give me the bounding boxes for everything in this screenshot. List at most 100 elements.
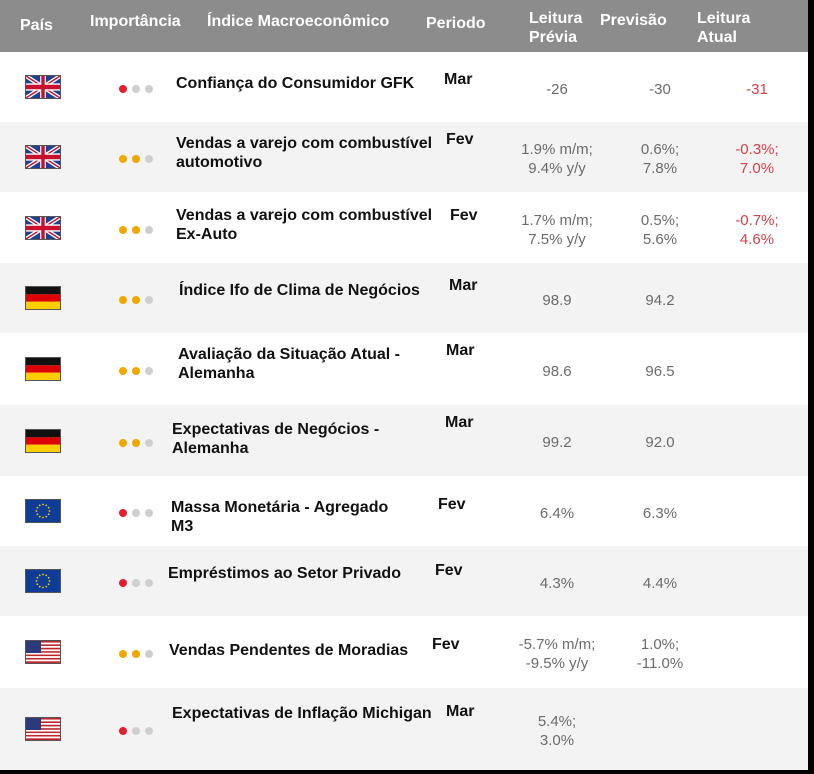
forecast-value-line: 5.6% [642, 230, 678, 248]
importance-dot [119, 579, 127, 587]
actual-value-line: -0.7%; [735, 211, 779, 229]
importance-indicator [119, 85, 153, 93]
previous-value-line: 98.9 [542, 291, 572, 309]
importance-dot [119, 650, 127, 658]
indicator-name-line: Alemanha [172, 440, 249, 457]
forecast-value: 0.5%; 5.6% [600, 211, 720, 249]
previous-value-line: -5.7% m/m; [518, 636, 596, 653]
importance-indicator [119, 650, 153, 658]
importance-dot [119, 85, 127, 93]
actual-value-line: 7.0% [739, 160, 775, 177]
forecast-value: 94.2 [600, 291, 720, 310]
forecast-value-line: 94.2 [645, 291, 675, 309]
indicator-name-line: Alemanha [178, 365, 255, 382]
forecast-value: 96.5 [600, 362, 720, 381]
table-row[interactable]: Empréstimos ao Setor Privado Fev 4.3% 4.4% [0, 546, 808, 616]
importance-indicator [119, 579, 153, 587]
indicator-name-line: Confiança do Consumidor GFK [176, 75, 415, 92]
forecast-value-line: -30 [649, 80, 671, 98]
header-country: País [20, 17, 53, 34]
importance-indicator [119, 155, 153, 163]
period: Fev [432, 636, 460, 653]
indicator-name-line: M3 [171, 518, 194, 535]
previous-value-line: 1.7% m/m; [521, 211, 593, 229]
period: Fev [438, 496, 466, 513]
period: Mar [446, 342, 475, 359]
importance-dot [119, 225, 127, 234]
importance-dot [132, 296, 140, 304]
table-row[interactable]: Vendas Pendentes de Moradias Fev -5.7% m/m… [0, 616, 808, 688]
importance-dot [145, 509, 153, 517]
importance-dot [145, 225, 153, 234]
actual-value-line: 4.6% [739, 230, 775, 248]
eu-flag-icon [25, 569, 61, 593]
indicator-name: Expectativas de Inflação Michigan [172, 704, 432, 723]
table-row[interactable]: Avaliação da Situação Atual - Alemanha Mar… [0, 333, 808, 405]
forecast-value-line: 0.5%; [640, 211, 680, 229]
germany-flag-icon [25, 357, 61, 381]
table-row[interactable]: Vendas a varejo com combustível automotiv… [0, 122, 808, 192]
importance-dot [145, 367, 153, 375]
eu-flag-icon [25, 499, 61, 523]
previous-value-line: 4.3% [539, 574, 575, 592]
previous-value-line: 98.6 [542, 362, 572, 380]
previous-value: -26 [497, 80, 617, 99]
header-previous-line2: Prévia [529, 29, 578, 46]
germany-flag-icon [25, 428, 61, 453]
actual-value: -31 [697, 80, 808, 99]
table-row[interactable]: Confiança do Consumidor GFK Mar -26 -30 -31 [0, 52, 808, 122]
uk-flag-icon [25, 75, 61, 99]
importance-dot [132, 367, 140, 375]
indicator-name-line: Avaliação da Situação Atual - [178, 346, 400, 363]
us-flag-icon [25, 640, 61, 664]
us-flag-icon [25, 717, 61, 741]
importance-indicator [119, 367, 153, 375]
previous-value: 5.4%; 3.0% [497, 712, 617, 750]
forecast-value: 0.6%; 7.8% [600, 140, 720, 178]
importance-dot [145, 296, 153, 304]
table-row[interactable]: Expectativas de Inflação Michigan Mar 5.4%… [0, 688, 808, 770]
table-row[interactable]: Expectativas de Negócios - Alemanha Mar 99.… [0, 405, 808, 476]
previous-value: -5.7% m/m; -9.5% y/y [497, 635, 617, 673]
previous-value: 99.2 [497, 433, 617, 452]
importance-dot [145, 579, 153, 587]
indicator-name: Confiança do Consumidor GFK [176, 74, 414, 93]
indicator-name-line: Índice Ifo de Clima de Negócios [179, 282, 420, 299]
importance-dot [119, 509, 127, 517]
previous-value-line: 6.4% [539, 504, 575, 522]
importance-indicator [119, 509, 153, 517]
header-indicator: Índice Macroeconômico [207, 13, 390, 30]
indicator-name: Avaliação da Situação Atual - Alemanha [178, 345, 400, 383]
importance-dot [119, 727, 127, 735]
importance-dot [145, 155, 153, 163]
importance-dot [119, 296, 127, 304]
indicator-name-line: Expectativas de Inflação Michigan [172, 705, 432, 722]
header-actual-line2: Atual [697, 29, 737, 46]
previous-value-line: 1.9% m/m; [521, 141, 593, 158]
table-row[interactable]: Índice Ifo de Clima de Negócios Mar 98.9 94… [0, 263, 808, 333]
indicator-name-line: automotivo [176, 154, 263, 171]
importance-dot [145, 727, 153, 735]
indicator-name: Massa Monetária - Agregado M3 [171, 498, 388, 536]
period: Mar [449, 277, 478, 294]
indicator-name-line: Expectativas de Negócios - [172, 421, 380, 438]
table-row[interactable]: Massa Monetária - Agregado M3 Fev 6.4% 6.3% [0, 476, 808, 546]
indicator-name-line: Vendas a varejo com combustível [176, 207, 433, 224]
indicator-name: Vendas a varejo com combustível Ex-Auto [176, 206, 432, 244]
actual-value-line: -0.3%; [735, 141, 779, 158]
actual-value: -0.3%; 7.0% [697, 140, 808, 178]
forecast-value-line: 7.8% [642, 160, 678, 177]
importance-dot [132, 438, 140, 447]
forecast-value-line: 96.5 [645, 362, 675, 380]
period: Fev [435, 562, 463, 579]
previous-value-line: -9.5% y/y [525, 655, 589, 672]
importance-dot [119, 155, 127, 163]
forecast-value-line: 0.6%; [640, 141, 680, 158]
importance-dot [119, 367, 127, 375]
table-row[interactable]: Vendas a varejo com combustível Ex-Auto Fe… [0, 192, 808, 263]
forecast-value: -30 [600, 80, 720, 99]
forecast-value: 4.4% [600, 574, 720, 593]
importance-dot [132, 509, 140, 517]
indicator-name-line: Vendas a varejo com combustível [176, 135, 433, 152]
importance-dot [119, 438, 127, 447]
